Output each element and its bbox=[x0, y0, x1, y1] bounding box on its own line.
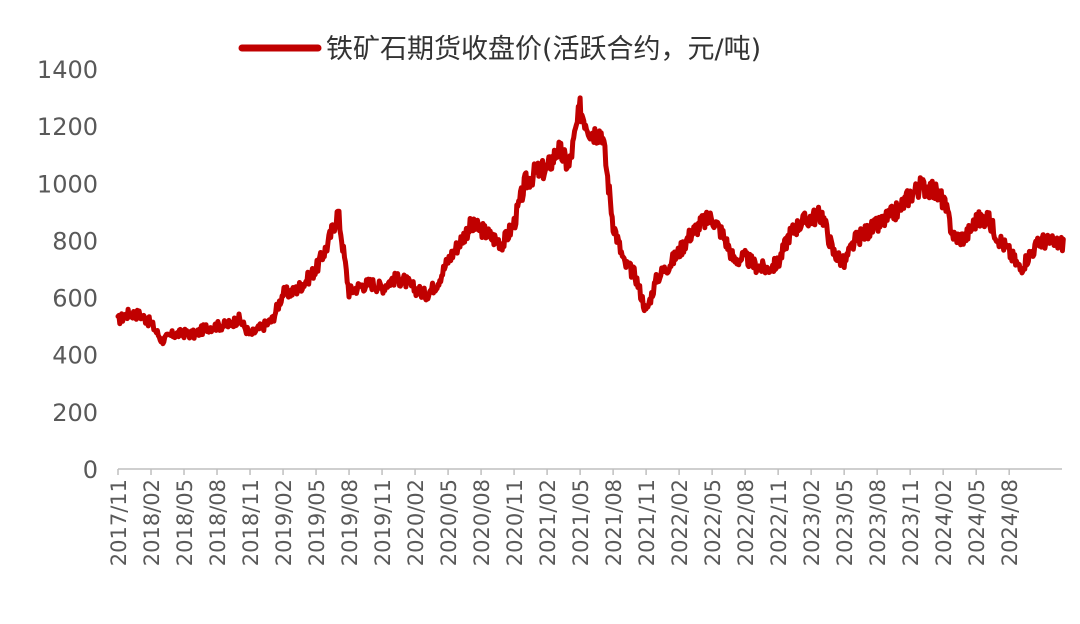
x-tick-label: 2019/11 bbox=[371, 479, 395, 566]
legend-label: 铁矿石期货收盘价(活跃合约，元/吨) bbox=[326, 34, 761, 65]
x-tick-label: 2019/08 bbox=[338, 479, 362, 566]
x-tick-label: 2021/05 bbox=[569, 479, 593, 566]
x-tick-label: 2018/02 bbox=[140, 479, 164, 566]
x-tick-label: 2022/02 bbox=[668, 479, 692, 566]
x-tick-label: 2018/11 bbox=[239, 479, 263, 566]
x-tick-label: 2018/05 bbox=[173, 479, 197, 566]
x-tick-label: 2019/02 bbox=[272, 479, 296, 566]
x-tick-label: 2022/05 bbox=[701, 479, 725, 566]
x-tick-label: 2023/02 bbox=[800, 479, 824, 566]
y-axis: 0 200 400 600 800 1000 1200 1400 bbox=[37, 56, 98, 484]
x-axis: 2017/11 2018/02 2018/05 2018/08 2018/11 2019/… bbox=[107, 468, 1062, 566]
x-tick-label: 2021/08 bbox=[602, 479, 626, 566]
y-tick-label: 600 bbox=[52, 285, 98, 313]
x-tick-label: 2021/02 bbox=[536, 479, 560, 566]
x-tick-label: 2022/08 bbox=[734, 479, 758, 566]
series-layer bbox=[115, 95, 1066, 347]
y-tick-label: 1200 bbox=[37, 113, 98, 141]
x-tick-label: 2018/08 bbox=[206, 479, 230, 566]
x-tick-label: 2020/05 bbox=[437, 479, 461, 566]
x-tick-label: 2022/11 bbox=[767, 479, 791, 566]
y-tick-label: 1000 bbox=[37, 170, 98, 198]
x-tick-label: 2020/02 bbox=[404, 479, 428, 566]
x-tick-label: 2023/11 bbox=[899, 479, 923, 566]
y-tick-label: 800 bbox=[52, 227, 98, 255]
x-tick-label: 2017/11 bbox=[107, 479, 131, 566]
x-tick-label: 2023/08 bbox=[866, 479, 890, 566]
legend: 铁矿石期货收盘价(活跃合约，元/吨) bbox=[238, 34, 761, 65]
x-tick-label: 2024/02 bbox=[932, 479, 956, 566]
x-tick-label: 2019/05 bbox=[305, 479, 329, 566]
x-tick-label: 2020/08 bbox=[470, 479, 494, 566]
x-tick-label: 2024/08 bbox=[998, 479, 1022, 566]
y-tick-label: 400 bbox=[52, 342, 98, 370]
y-tick-label: 1400 bbox=[37, 56, 98, 84]
x-tick-label: 2020/11 bbox=[503, 479, 527, 566]
x-tick-label: 2024/05 bbox=[965, 479, 989, 566]
series-line bbox=[115, 95, 1066, 347]
x-tick-label: 2023/05 bbox=[833, 479, 857, 566]
y-tick-label: 0 bbox=[83, 456, 98, 484]
x-tick-label: 2021/11 bbox=[635, 479, 659, 566]
y-tick-label: 200 bbox=[52, 399, 98, 427]
